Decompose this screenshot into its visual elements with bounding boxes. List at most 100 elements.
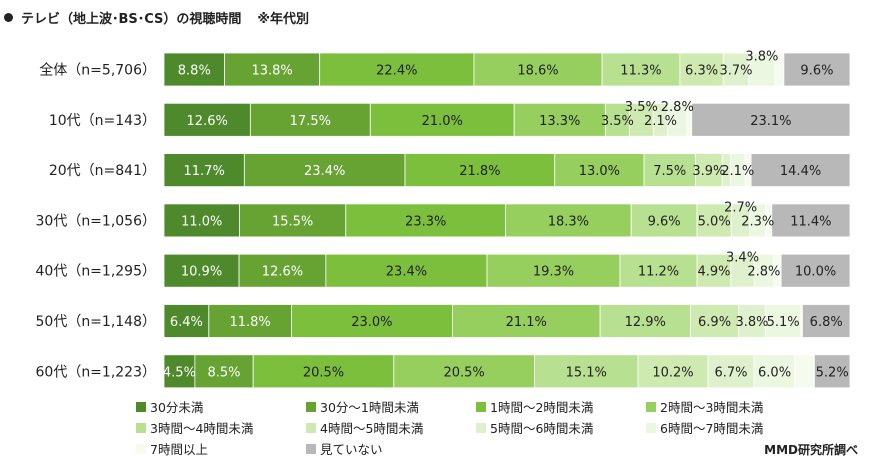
data-label: 18.3% (548, 214, 589, 229)
data-label: 18.6% (517, 64, 558, 79)
legend-label: 1時間～2時間未満 (490, 400, 594, 415)
data-label: 2.7% (724, 200, 757, 215)
data-label: 2.8% (661, 100, 694, 115)
bar-segment (813, 354, 851, 389)
bar-segment (554, 153, 645, 188)
data-label: 23.0% (351, 315, 392, 330)
legend-item: 2時間～3時間未満 (646, 397, 816, 416)
data-label: 11.2% (638, 265, 679, 280)
data-label: 23.4% (304, 164, 345, 179)
legend-label: 見ていない (320, 442, 383, 457)
data-label: 10.0% (795, 265, 836, 280)
data-label: 23.4% (386, 265, 427, 280)
data-label: 10.9% (181, 265, 222, 280)
data-label: 8.5% (208, 365, 241, 380)
bar-segment (451, 304, 601, 338)
bar-segment (691, 102, 851, 137)
bar-segment (163, 253, 240, 288)
data-label: 9.6% (648, 214, 681, 229)
bar-segment (707, 354, 755, 389)
data-label: 6.3% (685, 64, 718, 79)
bar-segment (208, 304, 292, 338)
legend-label: 2時間～3時間未満 (660, 400, 764, 415)
data-label: 14.4% (780, 164, 821, 179)
category-label: 50代（n=1,148） (36, 314, 157, 330)
legend-item: 30分～1時間未満 (306, 397, 476, 416)
data-label: 23.3% (405, 214, 446, 229)
bar-segment (238, 253, 327, 288)
data-label: 13.0% (579, 164, 620, 179)
data-label: 6.8% (810, 315, 843, 330)
chart-title-text: テレビ（地上波･BS･CS）の視聴時間 (21, 12, 242, 27)
data-label: 3.4% (726, 251, 759, 266)
bar-segment (163, 203, 240, 238)
bullet-icon (4, 13, 13, 22)
data-label: 10.2% (652, 365, 693, 380)
legend-swatch (306, 401, 316, 412)
data-label: 15.1% (566, 365, 607, 380)
data-label: 13.8% (251, 64, 292, 79)
legend-item: 6時間～7時間未満 (646, 418, 816, 437)
bar-segment (290, 304, 453, 338)
legend-item: 4時間～5時間未満 (306, 418, 476, 437)
data-label: 22.4% (376, 64, 417, 79)
data-label: 3.5% (601, 114, 634, 129)
data-label: 17.5% (290, 114, 331, 129)
data-label: 21.8% (459, 164, 500, 179)
legend-swatch (136, 422, 146, 433)
legend-swatch (476, 401, 486, 412)
data-label: 20.5% (303, 365, 344, 380)
data-label: 7.5% (653, 164, 686, 179)
bar-segment (239, 203, 347, 238)
bar-segment (780, 253, 851, 288)
bar-segment (690, 304, 740, 338)
data-label: 11.3% (620, 64, 661, 79)
data-label: 11.8% (229, 315, 270, 330)
legend-label: 4時間～5時間未満 (320, 421, 424, 436)
data-label: 6.9% (698, 315, 731, 330)
bar-segment (722, 52, 750, 87)
legend-item: 見ていない (306, 439, 476, 458)
data-label: 2.3% (741, 214, 774, 229)
chart-title-note: ※年代別 (257, 12, 310, 27)
data-label: 19.3% (533, 265, 574, 280)
category-label: 10代（n=143） (49, 113, 156, 129)
category-label: 20代（n=841） (49, 163, 156, 179)
bar-segment (695, 153, 723, 188)
category-label: 30代（n=1,056） (36, 213, 157, 229)
data-label: 3.8% (745, 50, 778, 65)
bar-segment (748, 52, 776, 87)
data-label: 12.6% (262, 265, 303, 280)
data-label: 2.1% (721, 164, 754, 179)
bar-segment (619, 253, 698, 288)
data-label: 21.1% (506, 315, 547, 330)
legend-label: 5時間～6時間未満 (490, 421, 594, 436)
legend-swatch (136, 443, 146, 454)
data-label: 13.3% (539, 114, 580, 129)
bar-segment (345, 203, 507, 238)
chart-title: テレビ（地上波･BS･CS）の視聴時間 ※年代別 (4, 8, 309, 27)
legend-item: 30分未満 (136, 397, 306, 416)
legend-swatch (136, 401, 146, 412)
bar-segment (224, 52, 321, 87)
bar-segment (771, 203, 851, 238)
data-label: 12.9% (625, 315, 666, 330)
data-label: 21.0% (422, 114, 463, 129)
category-label: 全体（n=5,706） (39, 62, 156, 79)
data-label: 4.5% (163, 365, 196, 380)
data-label: 11.4% (790, 214, 831, 229)
data-label: 6.4% (170, 315, 203, 330)
data-label: 3.9% (692, 164, 725, 179)
data-label: 15.5% (272, 214, 313, 229)
bar-segment (163, 102, 251, 137)
data-label: 5.1% (767, 315, 800, 330)
bar-segment (630, 203, 698, 238)
bar-segment (696, 203, 732, 238)
legend-item: 5時間～6時間未満 (476, 418, 646, 437)
legend-item: 3時間～4時間未満 (136, 418, 306, 437)
data-label: 11.7% (184, 164, 225, 179)
data-label: 9.6% (800, 64, 833, 79)
bar-segment (534, 354, 639, 389)
legend-item: 7時間以上 (136, 439, 306, 458)
data-label: 5.0% (698, 214, 731, 229)
